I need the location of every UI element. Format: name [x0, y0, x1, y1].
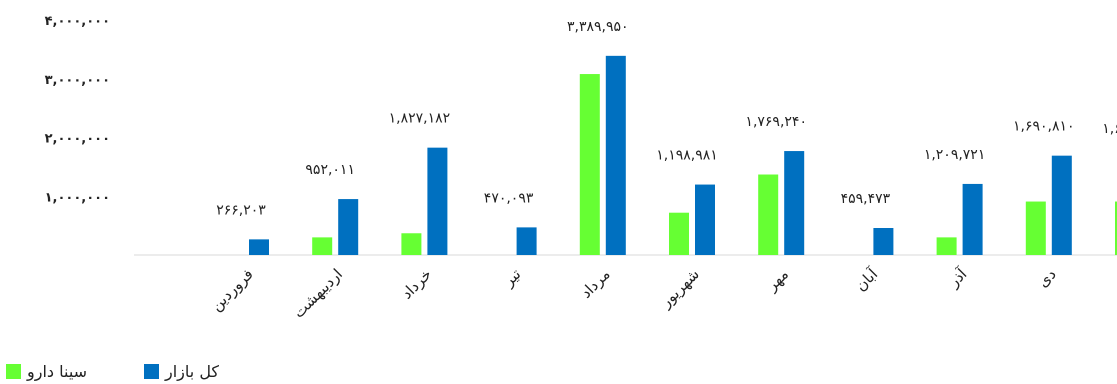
bar-sina-daru	[1025, 201, 1046, 255]
bar-sina-daru	[936, 237, 957, 255]
y-tick-label: ۳,۰۰۰,۰۰۰	[45, 73, 110, 88]
legend-swatch-total-market	[144, 363, 159, 379]
category-label: مرداد	[577, 265, 614, 302]
y-tick-label: ۱,۰۰۰,۰۰۰	[45, 190, 110, 205]
data-label: ۴۷۰,۰۹۳	[484, 190, 534, 206]
bar-total-market	[249, 239, 269, 255]
legend-label-total-market: کل بازار	[165, 361, 220, 381]
bar-total-market	[962, 183, 983, 255]
bar-sina-daru	[579, 74, 600, 255]
data-label: ۲۶۶,۲۰۳	[216, 202, 266, 218]
category-label: اردیبهشت	[290, 265, 346, 321]
bar-sina-daru	[1115, 201, 1117, 255]
legend-label-sina-daru: سینا دارو	[27, 361, 88, 381]
bar-total-market	[784, 151, 805, 255]
bar-total-market	[516, 227, 537, 255]
data-label: ۱,۱۹۸,۹۸۱	[656, 148, 718, 164]
category-label: آبان	[852, 265, 882, 295]
data-label: ۳,۳۸۹,۹۵۰	[567, 19, 629, 35]
bar-sina-daru	[312, 237, 333, 255]
category-label: خرداد	[398, 265, 436, 303]
bar-total-market	[605, 55, 626, 255]
legend-item-sina-daru: سینا دارو	[6, 360, 87, 382]
data-label: ۱,۶۴۸,۰۷۱	[1102, 121, 1117, 137]
data-label: ۹۵۲,۰۱۱	[305, 162, 355, 178]
data-label: ۱,۷۶۹,۲۴۰	[745, 114, 807, 130]
legend-swatch-sina-daru	[6, 363, 21, 379]
bar-sina-daru	[669, 212, 689, 255]
category-label: مهر	[762, 265, 792, 295]
bar-total-market	[1051, 155, 1072, 255]
category-label: شهریور	[656, 265, 703, 312]
bar-total-market	[427, 147, 448, 255]
data-label: ۴۵۹,۴۷۳	[841, 191, 891, 207]
data-label: ۱,۸۲۷,۱۸۲	[389, 111, 451, 127]
data-label: ۱,۶۹۰,۸۱۰	[1013, 119, 1075, 135]
category-label: تیر	[499, 265, 524, 290]
legend: سینا دارو کل بازار	[6, 360, 246, 382]
data-label: ۱,۲۰۹,۷۲۱	[924, 147, 986, 163]
category-label: دی	[1034, 265, 1060, 291]
y-tick-label: ۲,۰۰۰,۰۰۰	[45, 132, 110, 147]
y-tick-label: ۴,۰۰۰,۰۰۰	[45, 14, 110, 29]
bar-sina-daru	[758, 174, 779, 255]
bar-total-market	[873, 228, 894, 255]
bar-total-market	[338, 199, 359, 255]
category-label: فروردین	[207, 265, 257, 315]
bar-total-market	[695, 184, 715, 255]
category-label: آذر	[944, 265, 971, 292]
legend-item-total-market: کل بازار	[144, 360, 219, 382]
bar-chart: ۱,۰۰۰,۰۰۰ ۲,۰۰۰,۰۰۰ ۳,۰۰۰,۰۰۰ ۴,۰۰۰,۰۰۰ ۲۶۶,…	[45, 14, 1117, 322]
bar-sina-daru	[401, 233, 422, 255]
